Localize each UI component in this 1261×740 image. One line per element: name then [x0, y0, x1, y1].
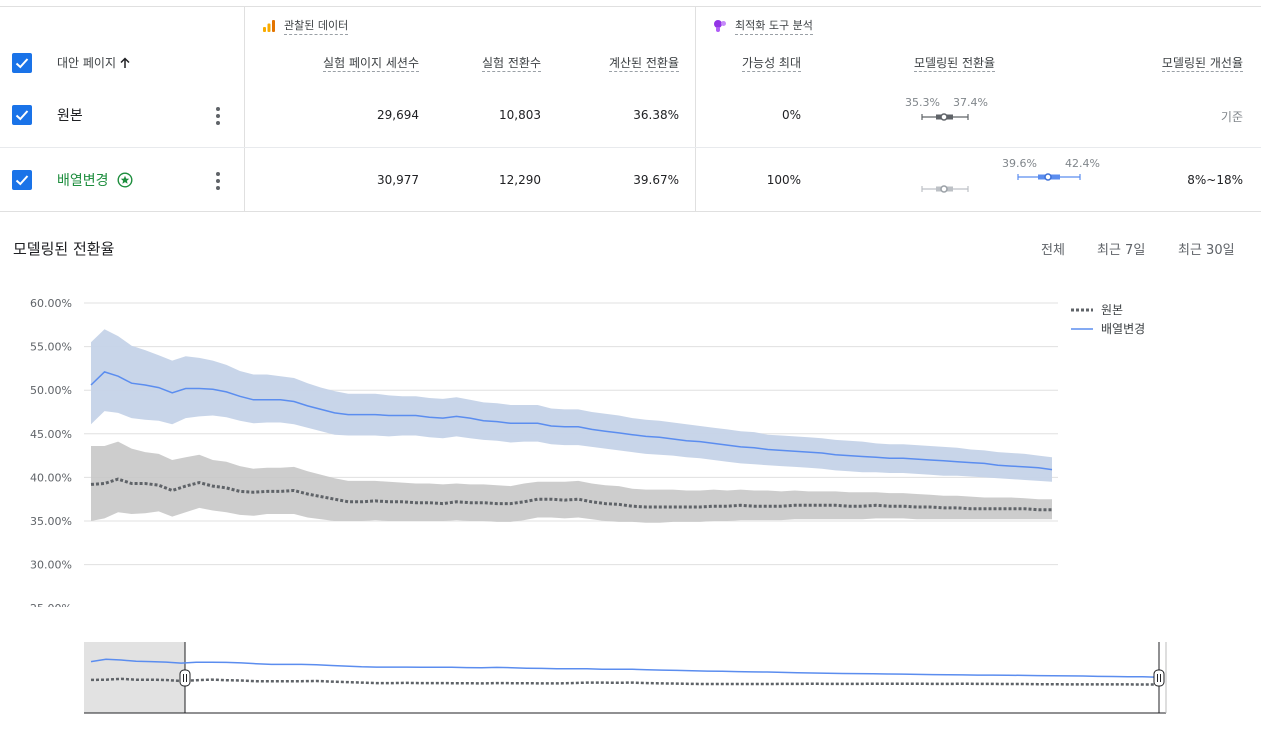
- sessions-value: 30,977: [377, 173, 419, 187]
- y-tick-label: 40.00%: [30, 471, 72, 484]
- optimize-icon: [714, 20, 726, 32]
- y-tick-label: 50.00%: [30, 384, 72, 397]
- group-observed-label[interactable]: 관찰된 데이터: [284, 17, 349, 35]
- group-observed-data: 관찰된 데이터: [262, 17, 349, 35]
- row-checkbox-variant[interactable]: [12, 170, 32, 190]
- checkmark-icon: [15, 110, 29, 121]
- prob-best-value: 100%: [766, 173, 801, 187]
- column-divider: [695, 7, 696, 212]
- modeled-improvement-header[interactable]: 모델링된 개선율: [1161, 56, 1243, 72]
- group-optimizer-analysis: 최적화 도구 분석: [713, 17, 813, 35]
- improvement-baseline: 기준: [1220, 110, 1243, 124]
- legend-label: 원본: [1101, 303, 1124, 317]
- confidence-band-variant: [91, 329, 1052, 482]
- series-line-variant: [90, 371, 1053, 471]
- analytics-icon: [263, 20, 275, 32]
- y-tick-label: 60.00%: [30, 297, 72, 310]
- checkmark-icon: [15, 58, 29, 69]
- conversions-value: 10,803: [499, 108, 541, 122]
- variant-table: 관찰된 데이터 최적화 도구 분석 대안 페이지 실험 페이지 세션수 실험 전…: [0, 6, 1261, 212]
- ci-low-label: 39.6%: [1002, 157, 1037, 170]
- y-tick-label: 30.00%: [30, 559, 72, 572]
- ci-low-label: 35.3%: [905, 96, 940, 109]
- legend-item-variant[interactable]: 배열변경: [1071, 319, 1145, 338]
- variant-header-label: 대안 페이지: [57, 56, 117, 70]
- group-optimizer-label[interactable]: 최적화 도구 분석: [735, 17, 813, 35]
- variant-name-original[interactable]: 원본: [57, 108, 83, 124]
- navigator-right-handle[interactable]: [1153, 669, 1165, 687]
- sessions-header[interactable]: 실험 페이지 세션수: [323, 56, 419, 72]
- ci-bar-original-reference: [921, 185, 969, 193]
- calc-rate-value: 36.38%: [633, 108, 679, 122]
- improvement-range: 8%~18%: [1187, 173, 1243, 187]
- confidence-band-original: [91, 441, 1052, 523]
- y-tick-label: 45.00%: [30, 428, 72, 441]
- sort-by-variant-header[interactable]: 대안 페이지: [57, 54, 131, 71]
- row-divider: [0, 147, 1261, 148]
- conversions-header[interactable]: 실험 전환수: [481, 56, 541, 72]
- variant-name-arrangement[interactable]: 배열변경: [57, 173, 109, 189]
- dotted-line-swatch: [1071, 308, 1093, 311]
- legend-label: 배열변경: [1101, 322, 1146, 336]
- leader-star-icon: [117, 172, 133, 188]
- variant-name-cell: 배열변경: [57, 170, 133, 190]
- ci-bar-original: [921, 113, 969, 121]
- navigator-line-original: [90, 677, 1158, 686]
- range-7days-button[interactable]: 최근 7일: [1097, 243, 1146, 258]
- select-all-checkbox[interactable]: [12, 53, 32, 73]
- range-all-button[interactable]: 전체: [1041, 243, 1065, 258]
- arrow-up-icon: [120, 56, 130, 68]
- y-tick-label: 25.00%: [30, 602, 72, 610]
- modeled-rate-header[interactable]: 모델링된 전환율: [914, 56, 996, 72]
- conversions-value: 12,290: [499, 173, 541, 187]
- ci-high-label: 37.4%: [953, 96, 988, 109]
- calc-rate-value: 39.67%: [633, 173, 679, 187]
- ci-high-label: 42.4%: [1065, 157, 1100, 170]
- column-divider: [244, 7, 245, 212]
- solid-line-swatch: [1071, 327, 1093, 330]
- navigator-left-handle[interactable]: [179, 669, 191, 687]
- prob-best-value: 0%: [781, 108, 801, 122]
- navigator-line-variant: [90, 658, 1159, 678]
- series-line-original: [90, 477, 1052, 512]
- prob-best-header[interactable]: 가능성 최대: [741, 56, 801, 72]
- chart-title: 모델링된 전환율: [13, 240, 115, 258]
- conversion-rate-chart: 60.00% 55.00% 50.00% 45.00% 40.00% 35.00% 30.0…: [30, 297, 1058, 610]
- chart-legend: 원본 배열변경: [1071, 300, 1145, 338]
- legend-item-original[interactable]: 원본: [1071, 300, 1145, 319]
- y-tick-label: 55.00%: [30, 341, 72, 354]
- more-vert-icon[interactable]: [216, 107, 220, 128]
- range-navigator[interactable]: [0, 640, 1261, 720]
- row-checkbox-original[interactable]: [12, 105, 32, 125]
- more-vert-icon[interactable]: [216, 172, 220, 193]
- calc-rate-header[interactable]: 계산된 전환율: [608, 56, 679, 72]
- range-30days-button[interactable]: 최근 30일: [1178, 243, 1235, 258]
- ci-bar-variant: [1017, 173, 1081, 181]
- navigator-unselected-area: [84, 642, 185, 713]
- sessions-value: 29,694: [377, 108, 419, 122]
- y-tick-label: 35.00%: [30, 515, 72, 528]
- checkmark-icon: [15, 175, 29, 186]
